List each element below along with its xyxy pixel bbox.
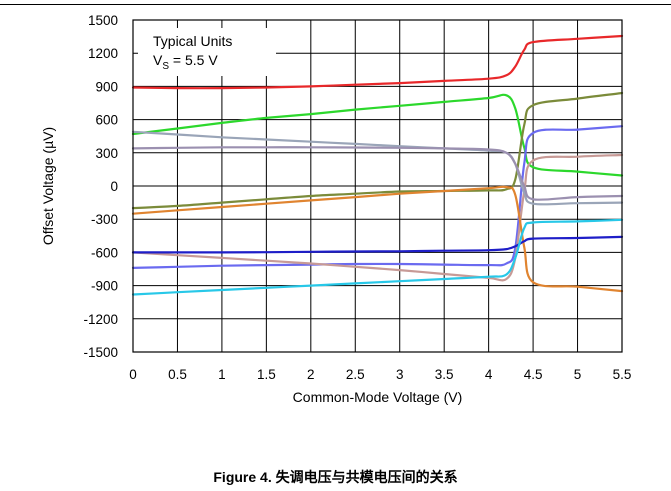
- x-tick-label-2: 1: [218, 367, 226, 382]
- top-rule: [0, 4, 671, 5]
- x-tick-label-11: 5.5: [613, 367, 632, 382]
- x-tick-label-1: 0.5: [168, 367, 187, 382]
- y-tick-label-7: -600: [91, 245, 118, 260]
- series-line-2: [131, 93, 624, 177]
- x-tick-label-7: 3.5: [435, 367, 454, 382]
- series-line-5: [131, 153, 624, 282]
- annotation-subscript: S: [162, 61, 169, 72]
- y-tick-label-4: 300: [95, 146, 118, 161]
- series-line-10: [131, 218, 624, 296]
- y-tick-label-5: 0: [110, 179, 118, 194]
- y-tick-label-0: 1500: [88, 13, 118, 28]
- y-tick-label-2: 900: [95, 79, 118, 94]
- y-tick-label-10: -1500: [83, 345, 118, 360]
- x-tick-label-6: 3: [396, 367, 404, 382]
- y-tick-labels: 1500 1200 900 600 300 0 -300 -600 -900 -1200 -1500: [83, 13, 118, 360]
- x-tick-label-8: 4: [485, 367, 493, 382]
- series-line-3: [131, 91, 624, 210]
- annotation-line2: VS = 5.5 V: [153, 52, 218, 72]
- annotation-line1: Typical Units: [153, 33, 232, 49]
- annotation-vs: V: [153, 52, 163, 68]
- series-group: [131, 34, 624, 296]
- y-tick-label-1: 1200: [88, 46, 118, 61]
- y-tick-label-9: -1200: [83, 312, 118, 327]
- annotation-value: = 5.5 V: [169, 52, 218, 68]
- x-tick-labels: 0 0.5 1 1.5 2 2.5 3 3.5 4 4.5 5 5.5: [129, 367, 631, 382]
- y-tick-label-3: 600: [95, 113, 118, 128]
- x-tick-label-9: 4.5: [524, 367, 543, 382]
- y-tick-label-8: -900: [91, 279, 118, 294]
- x-tick-label-5: 2.5: [346, 367, 365, 382]
- x-tick-label-3: 1.5: [257, 367, 276, 382]
- x-tick-label-0: 0: [129, 367, 137, 382]
- series-line-1: [131, 34, 624, 90]
- series-line-7: [131, 146, 624, 201]
- series-line-8: [131, 185, 624, 293]
- x-axis-label: Common-Mode Voltage (V): [293, 389, 463, 405]
- x-tick-label-10: 5: [574, 367, 582, 382]
- figure-caption: Figure 4. 失调电压与共模电压间的关系: [213, 469, 458, 485]
- y-tick-label-6: -300: [91, 212, 118, 227]
- y-axis-label: Offset Voltage (µV): [40, 127, 56, 245]
- annotation-background: [138, 28, 276, 76]
- x-tick-label-4: 2: [307, 367, 315, 382]
- plot-frame: [132, 19, 623, 353]
- series-line-9: [131, 235, 624, 254]
- offset-voltage-chart: 0 0.5 1 1.5 2 2.5 3 3.5 4 4.5 5 5.5 1500 1200 900 600 3…: [40, 13, 631, 405]
- series-line-4: [131, 125, 624, 269]
